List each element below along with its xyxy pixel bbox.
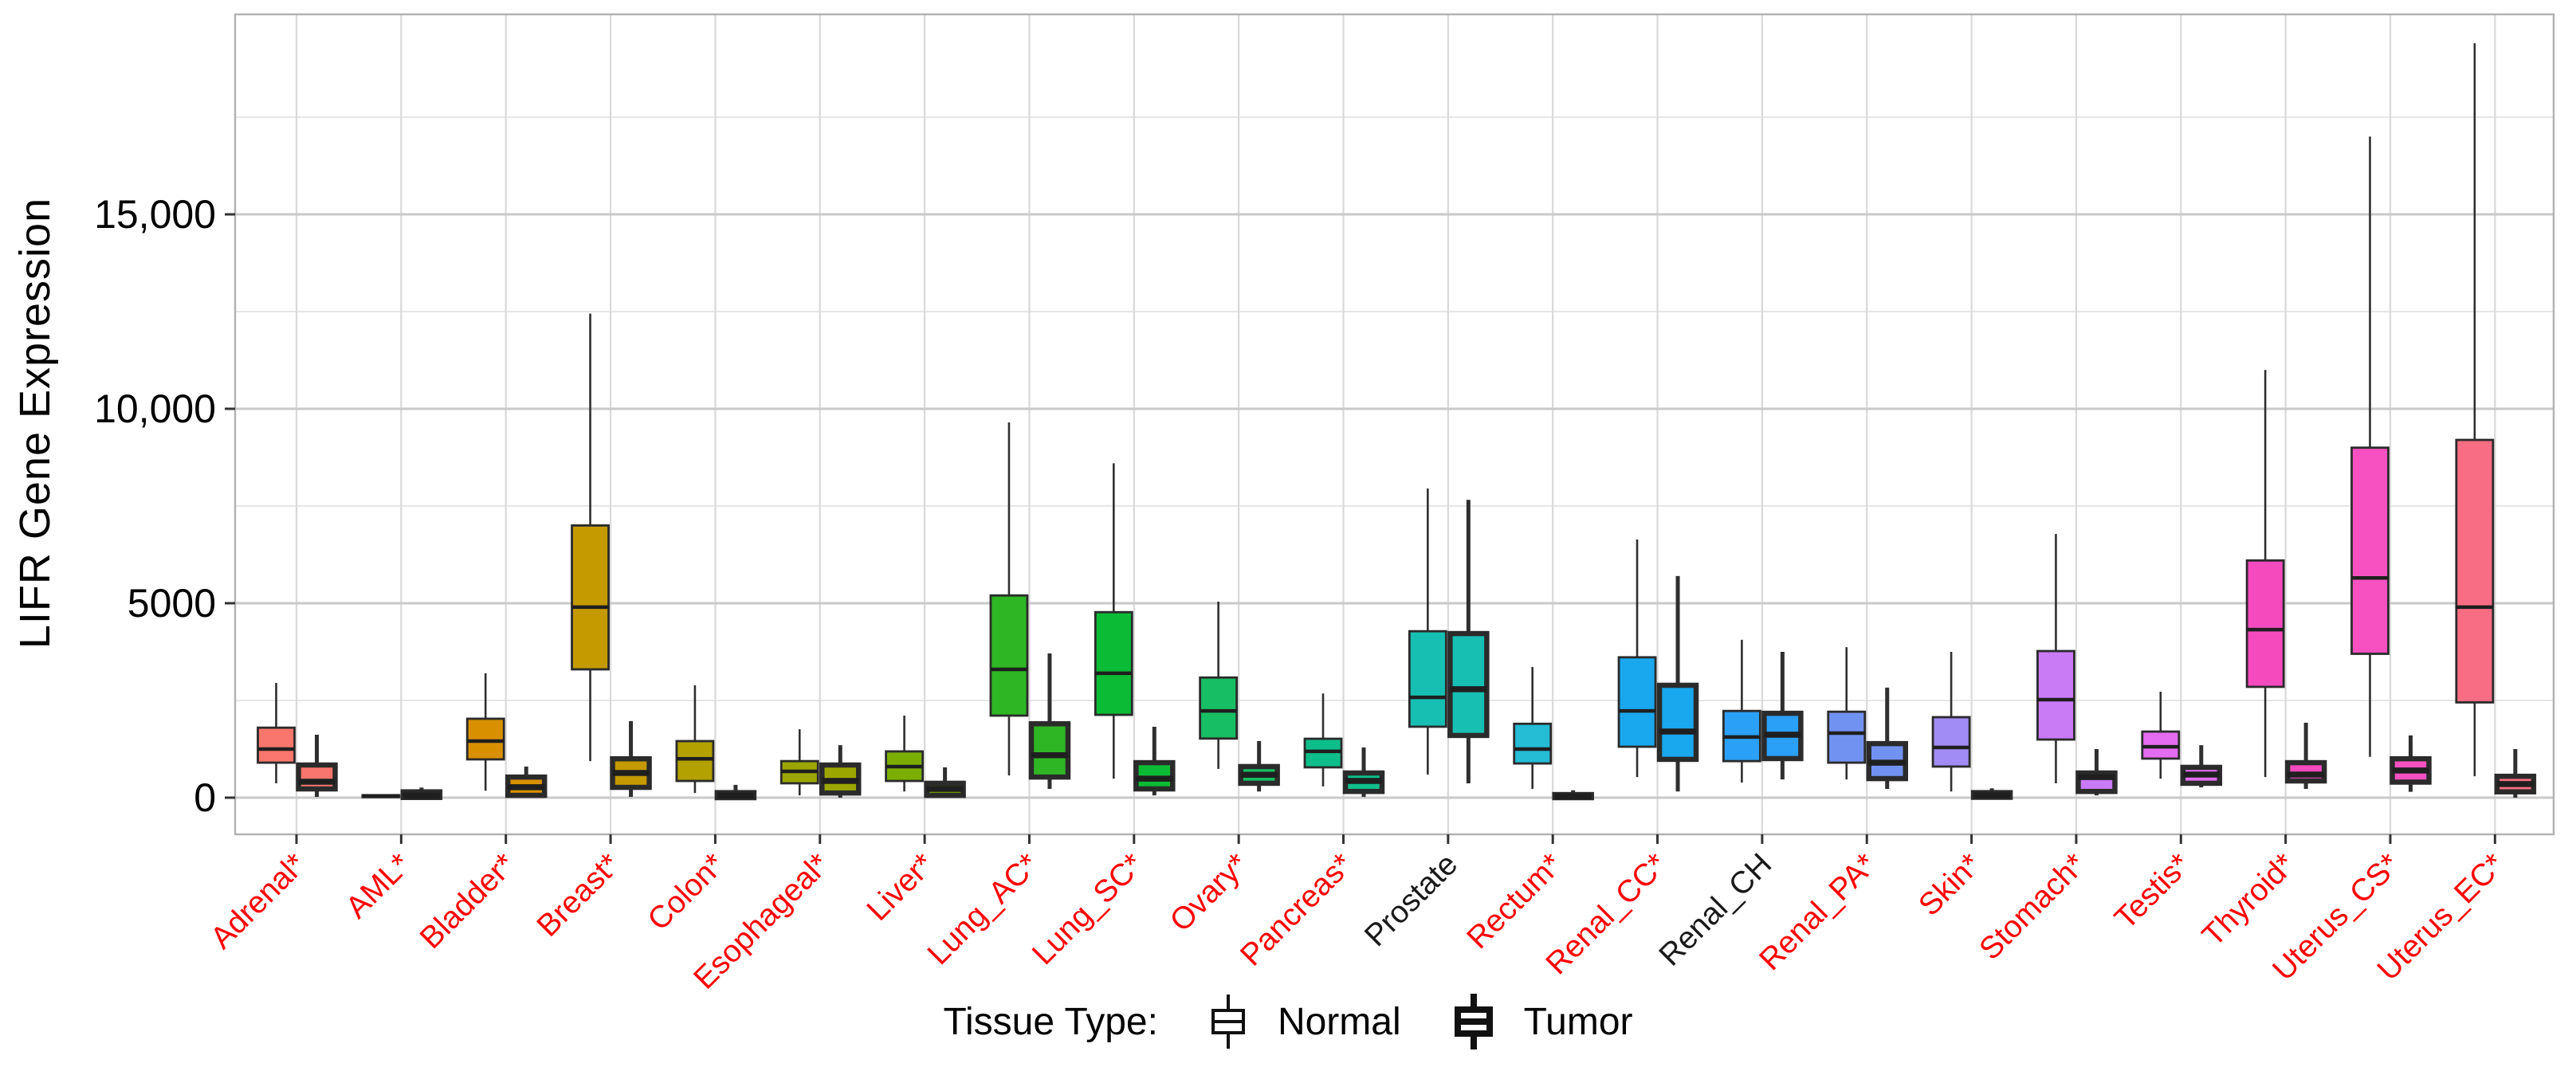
normal-box: [2245, 559, 2285, 688]
normal-box: [1513, 722, 1553, 765]
boxplot-group-Thyroid: [2245, 370, 2327, 790]
normal-box: [989, 594, 1029, 717]
normal-box: [465, 717, 505, 761]
boxplot-group-Ovary: [1199, 602, 1280, 792]
boxplot-group-Testis: [2141, 692, 2223, 788]
boxplot-group-Rectum: [1513, 667, 1594, 801]
x-category-label: Stomach*: [1973, 847, 2092, 967]
tumor-box: [1447, 630, 1490, 739]
boxplot-group-Renal_PA: [1827, 647, 1908, 790]
x-category-label: Liver*: [861, 847, 941, 928]
normal-box: [675, 740, 715, 783]
x-category-label: Testis*: [2108, 847, 2197, 936]
normal-box: [1931, 716, 1971, 768]
x-category-label: Ovary*: [1164, 847, 1255, 939]
tumor-boxplot-icon: [1454, 994, 1493, 1049]
boxplot-group-Colon: [675, 685, 757, 801]
boxplot-group-Renal_CC: [1617, 539, 1699, 792]
y-tick-label: 0: [194, 775, 216, 820]
boxplot-group-Uterus_EC: [2455, 43, 2537, 798]
boxplot-group-Lung_AC: [989, 422, 1071, 790]
normal-box: [1827, 710, 1867, 764]
x-category-label: Prostate: [1358, 847, 1464, 953]
normal-box: [1408, 630, 1447, 728]
x-category-label: Adrenal*: [204, 847, 312, 955]
normal-box: [571, 524, 610, 671]
tumor-box: [1656, 682, 1699, 763]
legend-normal-label: Normal: [1277, 1000, 1401, 1043]
boxplot-group-Stomach: [2036, 534, 2118, 796]
normal-box: [1617, 656, 1657, 748]
x-category-label: Pancreas*: [1234, 847, 1360, 973]
x-category-label: Colon*: [642, 847, 732, 937]
x-category-label: Thyroid*: [2196, 847, 2302, 953]
boxplot-group-Bladder: [465, 673, 548, 798]
boxplot-group-Lung_SC: [1094, 463, 1176, 796]
y-tick-label: 15,000: [94, 192, 216, 237]
boxplot-group-Breast: [571, 313, 652, 798]
normal-box: [1094, 610, 1133, 716]
legend-tumor-label: Tumor: [1523, 1000, 1633, 1043]
boxplot-group-AML: [361, 787, 443, 801]
x-category-label: AML*: [340, 847, 418, 925]
x-category-label: Bladder*: [414, 847, 522, 955]
legend-title: Tissue Type:: [943, 1000, 1158, 1043]
x-category-label: Breast*: [531, 847, 627, 944]
boxplot-group-Adrenal: [257, 683, 338, 798]
y-tick-label: 5000: [128, 581, 216, 626]
x-category-label: Skin*: [1912, 847, 1988, 923]
boxplot-group-Renal_CH: [1722, 639, 1804, 783]
boxplot-group-Uterus_CS: [2350, 136, 2432, 792]
normal-box: [2350, 446, 2389, 655]
normal-box: [1199, 676, 1239, 740]
panel-border: [234, 13, 2555, 836]
normal-box: [2455, 438, 2495, 704]
normal-box: [2036, 649, 2075, 741]
boxplot-group-Skin: [1931, 652, 2013, 800]
boxplot-group-Esophageal: [779, 729, 862, 798]
boxplot-group-Pancreas: [1303, 693, 1385, 798]
normal-box: [257, 726, 296, 764]
y-tick-label: 10,000: [94, 386, 216, 431]
boxplot-group-Liver: [885, 716, 966, 798]
y-axis-title: LIFR Gene Expression: [11, 197, 59, 649]
x-category-label: Lung_AC*: [921, 847, 1046, 971]
legend: Tissue Type: Normal Tumor: [0, 991, 2576, 1052]
x-category-label: Rectum*: [1460, 847, 1569, 955]
tumor-box: [1028, 721, 1071, 780]
tumor-box: [296, 762, 338, 792]
boxplot-group-Prostate: [1408, 488, 1490, 783]
normal-boxplot-icon: [1211, 994, 1245, 1049]
x-category-label: Lung_SC*: [1026, 847, 1150, 971]
plot-panel: [235, 14, 2554, 834]
